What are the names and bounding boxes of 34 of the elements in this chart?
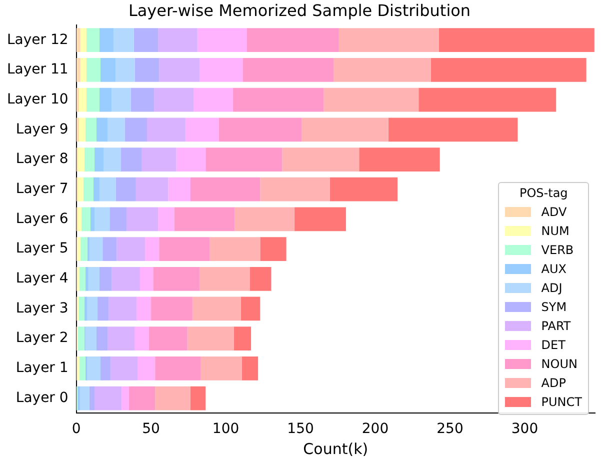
legend-label: ADJ — [541, 280, 562, 294]
legend-label: AUX — [541, 262, 566, 276]
y-tick-label: Layer 3 — [16, 300, 68, 316]
y-tick-label: Layer 4 — [16, 270, 68, 287]
y-tick-label: Layer 2 — [16, 330, 68, 346]
legend-label: PUNCT — [541, 394, 582, 408]
y-tick-label: Layer 11 — [6, 62, 68, 78]
y-tick-label: Layer 7 — [16, 180, 68, 197]
legend-label: SYM — [541, 300, 567, 314]
legend-label: ADP — [541, 376, 566, 390]
x-tick-label: 50 — [142, 421, 160, 438]
y-tick-label: Layer 12 — [6, 32, 68, 48]
x-axis-title: Count(k) — [303, 440, 368, 458]
y-tick-label: Layer 8 — [16, 151, 68, 168]
legend-label: PART — [541, 318, 571, 332]
y-tick-label: Layer 9 — [16, 121, 68, 138]
chart-title: Layer-wise Memorized Sample Distribution — [128, 0, 471, 20]
legend-label: NUM — [541, 224, 570, 238]
y-tick-label: Layer 0 — [16, 390, 68, 406]
y-tick-label: Layer 6 — [16, 210, 68, 227]
x-tick-label: 250 — [436, 421, 464, 438]
x-tick-label: 100 — [212, 421, 240, 438]
legend-label: ADV — [541, 204, 567, 218]
x-tick-label: 200 — [362, 421, 389, 438]
x-tick-label: 0 — [72, 421, 81, 438]
y-tick-label: Layer 5 — [16, 240, 68, 257]
y-tick-label: Layer 1 — [16, 360, 68, 376]
y-tick-label: Layer 10 — [6, 91, 68, 108]
legend-label: DET — [541, 338, 566, 352]
x-tick-label: 300 — [511, 421, 538, 438]
legend-title: POS-tag — [518, 186, 569, 200]
legend-label: VERB — [541, 242, 574, 256]
legend-label: NOUN — [541, 356, 578, 370]
x-tick-label: 150 — [287, 421, 314, 438]
